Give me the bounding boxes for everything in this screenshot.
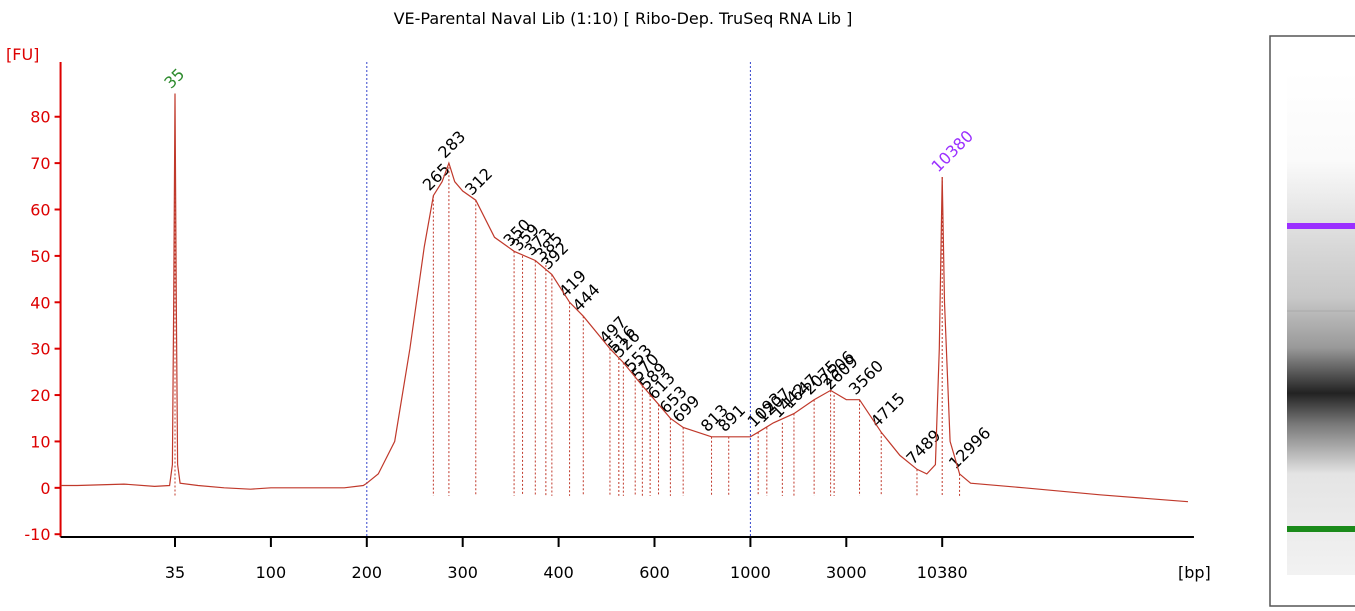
y-tick-label: 80 [30,108,50,127]
x-tick-label: 10380 [917,563,968,582]
x-tick-label: 35 [165,563,185,582]
peak-label: 10380 [928,126,977,175]
x-tick-label: 600 [639,563,670,582]
y-tick-label: 40 [30,293,50,312]
y-tick-label: 30 [30,340,50,359]
peak-label: 4715 [867,389,909,431]
y-tick-label: 70 [30,154,50,173]
x-tick-label: 1000 [730,563,771,582]
gel-lane [1269,35,1355,607]
peak-label: 35 [160,65,188,93]
y-tick-label: 50 [30,247,50,266]
y-tick-label: 60 [30,201,50,220]
chart-title: VE-Parental Naval Lib (1:10) [ Ribo-Dep.… [394,9,853,28]
x-tick-label: 100 [256,563,287,582]
y-axis-label: [FU] [6,45,39,64]
y-tick-label: 10 [30,432,50,451]
x-tick-label: 400 [543,563,574,582]
x-axis-label: [bp] [1178,563,1211,582]
y-tick-label: 20 [30,386,50,405]
y-tick-label: -10 [24,525,50,544]
peak-label: 7489 [902,426,944,468]
peak-label: 283 [434,127,469,162]
y-tick-label: 0 [40,479,50,498]
x-tick-label: 3000 [826,563,867,582]
trace [60,93,1189,503]
x-tick-label: 200 [352,563,383,582]
x-tick-label: 300 [447,563,478,582]
